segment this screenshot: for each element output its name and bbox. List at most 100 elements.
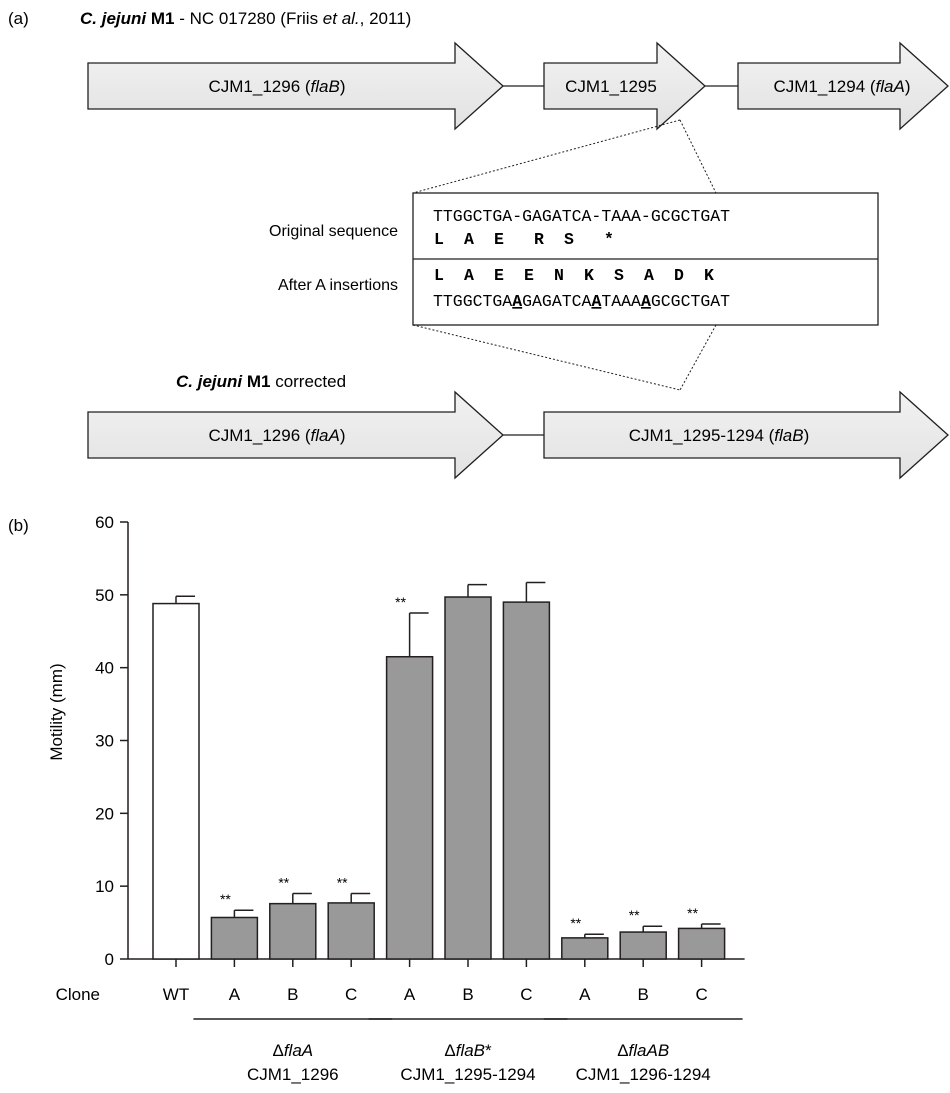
- bars: ** ** ** ** ** ** **: [152, 581, 726, 967]
- gene-arrow-shape: [87, 390, 504, 480]
- significance-mark: **: [278, 874, 289, 890]
- group-name: ΔflaAB: [617, 1041, 669, 1060]
- inserted-base: A: [512, 292, 522, 311]
- amino-acid: *: [604, 230, 614, 249]
- group-labels: ΔflaA CJM1_1296 ΔflaB* CJM1_1295-1294 ΔflaAB…: [193, 1018, 743, 1084]
- bar: [444, 596, 492, 960]
- gene-arrow-shape: [87, 41, 504, 131]
- panel-a-title: C. jejuni M1 - NC 017280 (Friis et al., …: [80, 9, 411, 28]
- significance-mark: **: [337, 874, 348, 890]
- zoom-line: [412, 324, 681, 391]
- strain-name: M1: [146, 9, 174, 28]
- gene-arrow-shape: [543, 390, 949, 480]
- year-text: , 2011): [360, 9, 412, 28]
- y-tick-label: 50: [95, 586, 114, 605]
- bar: [677, 927, 726, 960]
- amino-acid: L: [434, 266, 444, 285]
- significance-mark: **: [687, 905, 698, 921]
- x-tick-label: B: [638, 985, 649, 1004]
- amino-acid: S: [614, 266, 624, 285]
- gene-arrow-cjm1-1295: CJM1_1295: [543, 41, 706, 131]
- amino-acid: S: [564, 230, 574, 249]
- group-locus: CJM1_1295-1294: [400, 1065, 535, 1084]
- gene-label: CJM1_1295-1294 (flaB): [629, 426, 810, 445]
- inserted-sequence: TTGGCTGAAGAGATCAATAAAAGCGCTGAT: [433, 292, 730, 311]
- significance-mark: **: [570, 915, 581, 931]
- bar: [502, 601, 551, 960]
- amino-acid: L: [434, 230, 444, 249]
- inserted-base: A: [641, 292, 651, 311]
- sequence-box: Original sequence After A insertions TTG…: [269, 192, 879, 326]
- bar: [152, 602, 200, 960]
- y-tick-label: 30: [95, 732, 114, 751]
- x-tick-label: A: [579, 985, 591, 1004]
- zoom-line: [679, 119, 717, 194]
- group-locus: CJM1_1296: [247, 1065, 339, 1084]
- amino-acid: E: [494, 266, 504, 285]
- x-tick-label: A: [229, 985, 241, 1004]
- original-sequence-label: Original sequence: [269, 223, 398, 240]
- gene-arrow-cjm1-1296: CJM1_1296 (flaB): [87, 41, 504, 131]
- x-tick-label: WT: [163, 985, 189, 1004]
- amino-acid: A: [644, 266, 654, 285]
- y-tick-label: 60: [95, 513, 114, 532]
- amino-acid: A: [464, 266, 474, 285]
- gene-label: CJM1_1294 (flaA): [773, 77, 910, 96]
- group-name: ΔflaA: [272, 1041, 313, 1060]
- x-tick-label: B: [462, 985, 473, 1004]
- amino-acid: K: [584, 266, 594, 285]
- significance-mark: **: [395, 594, 406, 610]
- significance-mark: **: [220, 891, 231, 907]
- gene-arrow-corrected-1296: CJM1_1296 (flaA): [87, 390, 504, 480]
- bar: [561, 937, 609, 960]
- insertion-label: After A insertions: [278, 277, 398, 294]
- accession-text: - NC 017280 (Friis: [174, 9, 322, 28]
- organism-name: C. jejuni: [80, 9, 147, 28]
- gene-arrow-shape: [543, 41, 706, 131]
- bar: [210, 916, 259, 960]
- etal-text: et al.: [323, 9, 360, 28]
- amino-acid: R: [534, 230, 544, 249]
- y-tick-label: 20: [95, 804, 114, 823]
- gene-arrow-corrected-1295-1294: CJM1_1295-1294 (flaB): [543, 390, 949, 480]
- bar: [385, 655, 434, 960]
- x-axis-tick-labels: WT A B C A B C A B C: [163, 985, 708, 1004]
- y-tick-label: 10: [95, 877, 114, 896]
- gene-label: CJM1_1295: [565, 77, 657, 96]
- amino-acid: E: [524, 266, 534, 285]
- gene-arrow-cjm1-1294: CJM1_1294 (flaA): [737, 41, 949, 131]
- amino-acid: E: [494, 230, 504, 249]
- y-tick-label: 40: [95, 659, 114, 678]
- amino-acid: A: [464, 230, 474, 249]
- group-name: ΔflaB*: [444, 1041, 492, 1060]
- panel-b-label: (b): [8, 516, 29, 535]
- zoom-line: [412, 119, 681, 194]
- original-translation: L A E R S *: [434, 230, 614, 249]
- x-tick-label: C: [695, 985, 707, 1004]
- bar: [619, 931, 667, 960]
- original-sequence: TTGGCTGA-GAGATCA-TAAA-GCGCTGAT: [433, 207, 730, 226]
- corrected-title: C. jejuni M1 corrected: [176, 372, 346, 391]
- zoom-line: [679, 324, 717, 391]
- gene-arrow-shape: [737, 41, 949, 131]
- x-axis-prefix: Clone: [56, 985, 100, 1004]
- x-tick-label: C: [520, 985, 532, 1004]
- y-tick-label: 0: [105, 950, 114, 969]
- amino-acid: K: [704, 266, 714, 285]
- panel-a-label: (a): [8, 9, 29, 28]
- amino-acid: D: [674, 266, 684, 285]
- inserted-base: A: [591, 292, 601, 311]
- group-locus: CJM1_1296-1294: [576, 1065, 711, 1084]
- gene-label: CJM1_1296 (flaB): [208, 77, 345, 96]
- bar: [327, 902, 375, 960]
- x-tick-label: B: [287, 985, 298, 1004]
- significance-mark: **: [629, 907, 640, 923]
- x-tick-label: C: [345, 985, 357, 1004]
- amino-acid: N: [554, 266, 564, 285]
- bar: [269, 902, 317, 960]
- x-tick-label: A: [404, 985, 416, 1004]
- y-axis-label: Motility (mm): [47, 663, 66, 760]
- gene-label: CJM1_1296 (flaA): [208, 426, 345, 445]
